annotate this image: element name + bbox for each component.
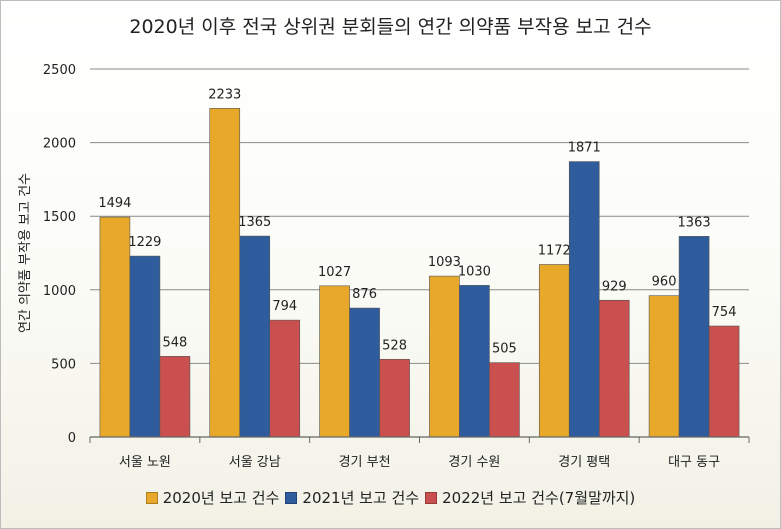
- data-label: 1871: [568, 141, 601, 156]
- data-label: 929: [602, 279, 627, 294]
- data-label: 505: [492, 342, 517, 357]
- y-tick-label: 1500: [43, 210, 76, 225]
- x-tick-label: 경기 수원: [448, 455, 500, 470]
- bar: [598, 299, 630, 438]
- legend-label: 2020년 보고 건수: [162, 489, 280, 507]
- bar: [648, 295, 680, 438]
- bar: [429, 275, 460, 438]
- legend-swatch: [145, 491, 158, 504]
- data-label: 1365: [238, 215, 271, 230]
- data-label: 2233: [208, 87, 241, 102]
- data-label: 1027: [318, 265, 351, 280]
- x-tick-label: 대구 동구: [668, 455, 720, 470]
- bar: [489, 362, 520, 438]
- legend-swatch: [425, 491, 438, 504]
- legend-swatch: [285, 491, 298, 504]
- data-label: 548: [163, 335, 188, 350]
- legend-item: 2020년 보고 건수: [145, 487, 280, 508]
- data-label: 1093: [428, 255, 461, 270]
- data-label: 1494: [98, 196, 131, 211]
- data-label: 876: [352, 287, 377, 302]
- data-label: 1172: [538, 243, 571, 258]
- x-tick-label: 서울 강남: [229, 455, 281, 470]
- legend-label: 2022년 보고 건수(7월말까지): [442, 489, 636, 507]
- bar: [319, 285, 350, 438]
- legend-label: 2021년 보고 건수: [302, 489, 420, 507]
- data-label: 960: [652, 275, 677, 290]
- y-tick-label: 0: [68, 431, 76, 446]
- legend-item: 2021년 보고 건수: [285, 487, 419, 508]
- x-tick-label: 경기 평택: [558, 455, 610, 470]
- data-label: 1229: [128, 235, 161, 250]
- bar: [459, 285, 490, 438]
- bar: [568, 161, 600, 438]
- bar: [379, 358, 410, 438]
- bar: [538, 264, 570, 438]
- y-axis-title: 연간 의약품 부작용 보고 건수: [18, 173, 33, 333]
- data-label: 1363: [678, 215, 711, 230]
- bar: [708, 325, 740, 438]
- data-label: 794: [272, 299, 297, 314]
- chart-title: 2020년 이후 전국 상위권 분회들의 연간 의약품 부작용 보고 건수: [129, 16, 652, 38]
- bar: [349, 307, 380, 438]
- chart-legend: 2020년 보고 건수 2021년 보고 건수 2022년 보고 건수(7월말까지): [0, 487, 781, 508]
- bar: [678, 236, 710, 438]
- bar: [99, 216, 131, 438]
- bar: [269, 319, 301, 438]
- data-label: 754: [712, 305, 737, 320]
- y-tick-label: 500: [51, 357, 76, 372]
- y-tick-label: 2000: [43, 137, 76, 152]
- bar: [159, 356, 191, 438]
- data-label: 528: [382, 338, 407, 353]
- x-tick-label: 경기 부천: [339, 455, 391, 470]
- y-tick-label: 1000: [43, 284, 76, 299]
- legend-item: 2022년 보고 건수(7월말까지): [425, 487, 635, 508]
- y-tick-label: 2500: [43, 63, 76, 78]
- bar: [209, 108, 241, 438]
- bar: [239, 235, 271, 438]
- x-tick-label: 서울 노원: [119, 455, 171, 470]
- bar: [129, 255, 161, 438]
- data-label: 1030: [458, 264, 491, 279]
